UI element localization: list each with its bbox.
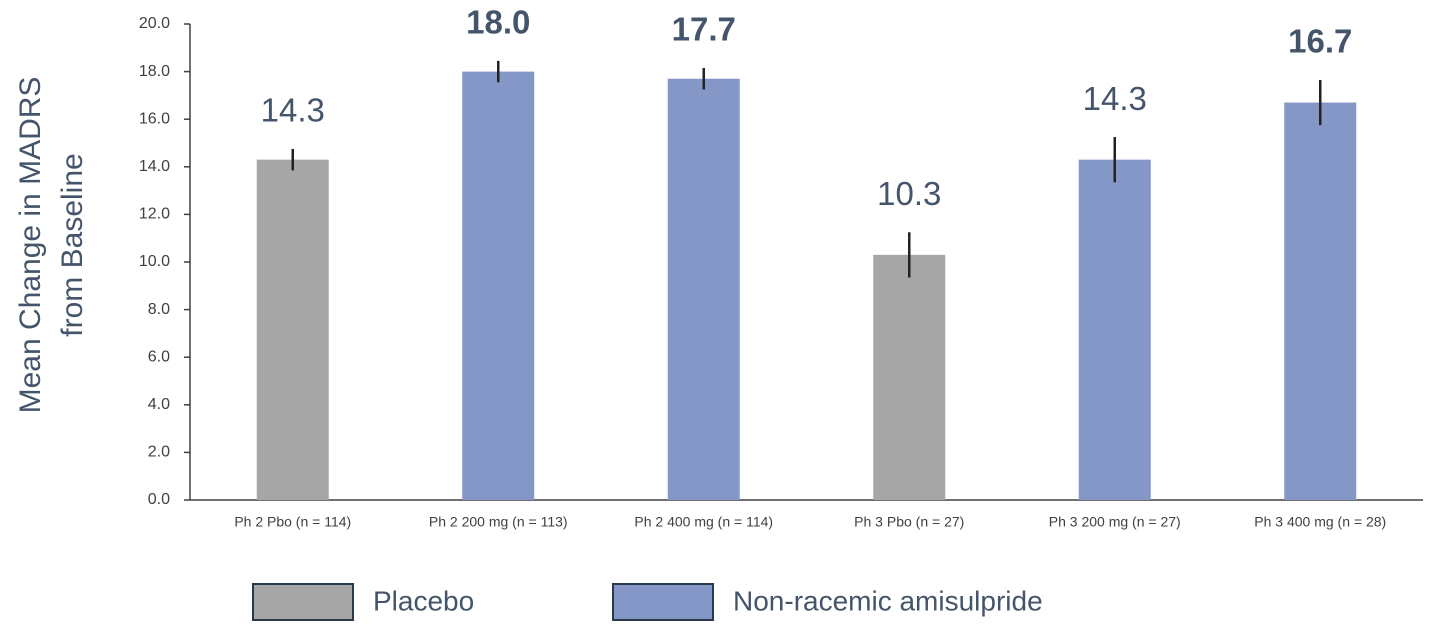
y-axis-label: Mean Change in MADRS [14,77,47,414]
value-label: 14.3 [1083,80,1147,117]
y-tick-label: 16.0 [139,110,170,127]
x-tick-label: Ph 2 Pbo (n = 114) [234,514,351,530]
y-tick-label: 12.0 [139,206,170,223]
y-axis-label: from Baseline [56,153,89,336]
bar [1284,102,1357,500]
x-tick-label: Ph 2 400 mg (n = 114) [634,514,773,530]
bar [1078,159,1151,500]
y-tick-label: 8.0 [148,301,170,318]
x-tick-label: Ph 3 200 mg (n = 27) [1049,514,1181,530]
value-label: 14.3 [261,92,325,129]
y-tick-label: 4.0 [148,396,170,413]
value-label: 17.7 [672,11,736,48]
legend-swatch [252,583,354,621]
y-tick-label: 2.0 [148,444,170,461]
value-label: 18.0 [466,4,530,41]
value-label: 16.7 [1288,23,1352,60]
y-tick-label: 18.0 [139,63,170,80]
y-tick-label: 6.0 [148,348,170,365]
x-tick-label: Ph 3 400 mg (n = 28) [1254,514,1386,530]
bar [256,159,329,500]
y-tick-label: 0.0 [148,491,170,508]
bar [667,78,740,501]
x-tick-label: Ph 2 200 mg (n = 113) [429,514,568,530]
y-tick-label: 20.0 [139,15,170,32]
bar [462,71,535,500]
legend-label: Non-racemic amisulpride [733,585,1043,616]
y-tick-label: 10.0 [139,253,170,270]
legend-swatch [612,583,714,621]
y-tick-label: 14.0 [139,158,170,175]
legend-label: Placebo [373,585,474,616]
bar [873,254,946,500]
value-label: 10.3 [877,175,941,212]
x-tick-label: Ph 3 Pbo (n = 27) [854,514,964,530]
